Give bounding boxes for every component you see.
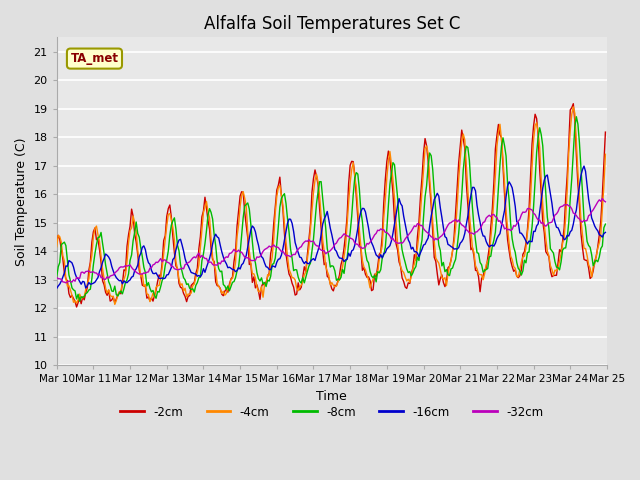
Text: TA_met: TA_met (70, 52, 118, 65)
Title: Alfalfa Soil Temperatures Set C: Alfalfa Soil Temperatures Set C (204, 15, 460, 33)
Legend: -2cm, -4cm, -8cm, -16cm, -32cm: -2cm, -4cm, -8cm, -16cm, -32cm (115, 401, 548, 423)
X-axis label: Time: Time (316, 390, 347, 403)
Y-axis label: Soil Temperature (C): Soil Temperature (C) (15, 137, 28, 265)
